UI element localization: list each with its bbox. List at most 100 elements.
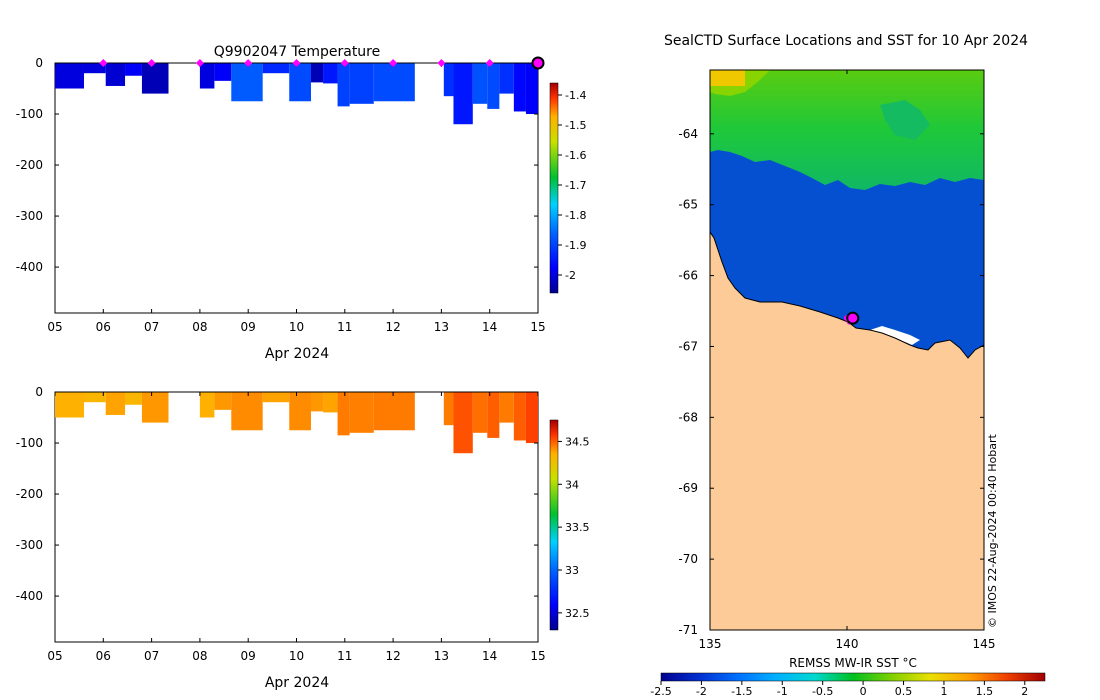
profile-cell bbox=[349, 63, 374, 104]
profile-cell bbox=[310, 63, 324, 83]
y-tick-label: -400 bbox=[16, 589, 43, 603]
profile-cell bbox=[373, 63, 415, 102]
profile-marker bbox=[99, 59, 108, 67]
ocean-warmest-patch bbox=[710, 70, 745, 86]
profile-cell bbox=[310, 392, 324, 412]
temperature-colorbar bbox=[549, 82, 559, 294]
x-tick-label: 13 bbox=[434, 649, 449, 663]
x-tick-label: 07 bbox=[144, 649, 159, 663]
x-tick-label: 11 bbox=[337, 320, 352, 334]
profile-cell bbox=[323, 63, 338, 84]
profile-markers bbox=[99, 56, 545, 70]
profile-cell bbox=[231, 392, 263, 431]
colorbar-tick-label: -1.9 bbox=[565, 239, 586, 252]
lon-tick-label: 135 bbox=[699, 637, 722, 651]
profile-cell bbox=[349, 392, 374, 433]
credit-text: © IMOS 22-Aug-2024 00:40 Hobart bbox=[986, 434, 999, 628]
y-tick-label: -300 bbox=[16, 538, 43, 552]
x-tick-label: 08 bbox=[192, 649, 207, 663]
profile-cell bbox=[231, 63, 263, 102]
sst-colorbar-tick-label: 0 bbox=[860, 685, 867, 698]
lat-tick-label: -68 bbox=[678, 410, 698, 424]
map-title: SealCTD Surface Locations and SST for 10… bbox=[664, 33, 1028, 49]
latest-profile-marker bbox=[531, 56, 545, 70]
sst-colorbar-tick-label: -2.5 bbox=[650, 685, 671, 698]
x-tick-label: 05 bbox=[47, 320, 62, 334]
salinity-colorbar-ticks: 34.5 34 33.5 33 32.5 bbox=[558, 435, 590, 620]
y-tick-label: 0 bbox=[35, 385, 43, 399]
profile-cell bbox=[141, 63, 169, 94]
nodata-strip bbox=[870, 326, 920, 345]
sst-field bbox=[710, 70, 984, 630]
profile-cell bbox=[525, 392, 538, 444]
salinity-colorbar bbox=[549, 419, 559, 631]
profile-cell bbox=[487, 63, 500, 109]
profile-marker bbox=[389, 59, 398, 67]
profile-cell bbox=[214, 63, 232, 81]
profile-cell bbox=[105, 63, 126, 86]
profile-cell bbox=[472, 63, 488, 104]
profile-cell bbox=[472, 392, 488, 433]
profile-cell bbox=[83, 392, 106, 403]
temperature-y-ticks: 0 -100 -200 -300 -400 bbox=[16, 56, 538, 274]
profile-cell bbox=[199, 392, 215, 418]
profile-cell bbox=[513, 63, 526, 112]
y-tick-label: -200 bbox=[16, 487, 43, 501]
temperature-title: Q9902047 Temperature bbox=[214, 44, 381, 60]
sst-colorbar-tick-label: -1.5 bbox=[731, 685, 752, 698]
sst-colorbar-tick-label: 0.5 bbox=[895, 685, 913, 698]
profile-marker bbox=[195, 59, 204, 67]
profile-marker bbox=[244, 59, 253, 67]
profile-cell bbox=[373, 392, 415, 431]
profile-cell bbox=[289, 63, 311, 102]
y-tick-label: 0 bbox=[35, 56, 43, 70]
colorbar-tick-label: 33 bbox=[565, 564, 579, 577]
colorbar-tick-label: 34.5 bbox=[565, 435, 590, 448]
profile-cell bbox=[199, 63, 215, 89]
y-tick-label: -400 bbox=[16, 260, 43, 274]
x-tick-label: 15 bbox=[530, 649, 545, 663]
lon-tick-label: 140 bbox=[836, 637, 859, 651]
profile-cell bbox=[105, 392, 126, 415]
profile-cell bbox=[499, 63, 514, 94]
seal-track bbox=[844, 311, 860, 325]
x-tick-label: 14 bbox=[482, 320, 497, 334]
colorbar-tick-label: -2 bbox=[565, 269, 576, 282]
lat-tick-label: -66 bbox=[678, 269, 698, 283]
x-tick-label: 06 bbox=[96, 649, 111, 663]
sst-colorbar-tick-label: -1 bbox=[777, 685, 788, 698]
profile-marker bbox=[485, 59, 494, 67]
profile-cell bbox=[443, 392, 454, 426]
x-tick-label: 13 bbox=[434, 320, 449, 334]
x-tick-label: 05 bbox=[47, 649, 62, 663]
sst-colorbar bbox=[660, 672, 1046, 682]
x-tick-label: 08 bbox=[192, 320, 207, 334]
coastline bbox=[710, 231, 984, 359]
salinity-xlabel: Apr 2024 bbox=[265, 675, 329, 691]
profile-cell bbox=[55, 63, 84, 89]
profile-cell bbox=[453, 63, 473, 125]
profile-marker bbox=[292, 59, 301, 67]
profile-cell bbox=[141, 392, 169, 423]
temperature-xlabel: Apr 2024 bbox=[265, 346, 329, 362]
profile-cell bbox=[443, 63, 454, 97]
x-tick-label: 12 bbox=[385, 320, 400, 334]
profile-cell bbox=[487, 392, 500, 438]
lat-tick-label: -70 bbox=[678, 552, 698, 566]
sst-colorbar-tick-label: 1.5 bbox=[976, 685, 994, 698]
colorbar-tick-label: 32.5 bbox=[565, 607, 590, 620]
lon-tick-label: 145 bbox=[973, 637, 996, 651]
colorbar-tick-label: -1.6 bbox=[565, 149, 586, 162]
profile-marker bbox=[340, 59, 349, 67]
ocean-green-band bbox=[710, 70, 984, 190]
sst-colorbar-label: REMSS MW-IR SST °C bbox=[789, 656, 917, 670]
profile-cell bbox=[214, 392, 232, 410]
profile-cell bbox=[337, 63, 350, 107]
lat-tick-label: -67 bbox=[678, 339, 698, 353]
colorbar-tick-label: 34 bbox=[565, 478, 579, 491]
profile-cell bbox=[513, 392, 526, 441]
sst-map-panel: SealCTD Surface Locations and SST for 10… bbox=[650, 33, 1046, 698]
x-tick-label: 07 bbox=[144, 320, 159, 334]
profile-cell bbox=[55, 392, 84, 418]
y-tick-label: -200 bbox=[16, 158, 43, 172]
